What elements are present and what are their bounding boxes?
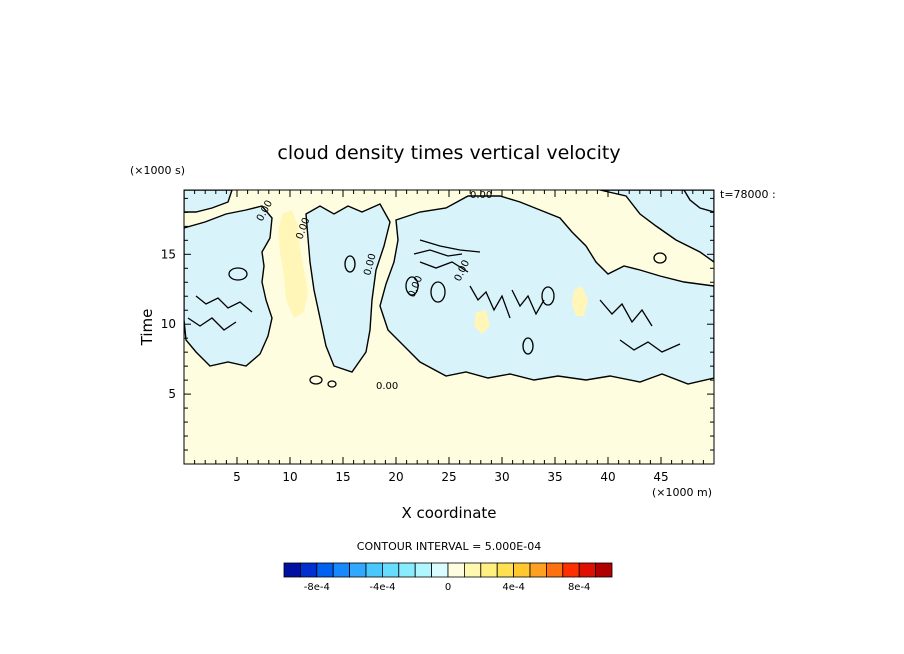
- x-tick-label: 15: [335, 470, 350, 484]
- contour-line: [619, 339, 681, 353]
- negative-region-right-top: [599, 190, 714, 263]
- x-tick-label: 25: [441, 470, 456, 484]
- y-axis-label: Time: [138, 309, 156, 347]
- y-scale-label: (×1000 s): [130, 164, 185, 177]
- negative-region-center: [379, 195, 714, 385]
- negative-regions: [184, 190, 714, 385]
- contour-line: [419, 239, 481, 253]
- x-scale-label: (×1000 m): [652, 486, 712, 499]
- contour-line: [419, 261, 469, 273]
- colorbar-tick-label: 0: [445, 582, 451, 593]
- contour-cell: [430, 281, 446, 303]
- colorbar-swatch: [480, 562, 498, 578]
- y-tick-label: 15: [161, 247, 176, 261]
- colorbar: [283, 562, 613, 578]
- negative-region-top-right: [683, 190, 714, 213]
- colorbar-swatch: [463, 562, 482, 578]
- contour-cell: [344, 255, 356, 273]
- contour-cell: [309, 375, 323, 385]
- colorbar-swatch: [595, 562, 613, 578]
- contour-label: 0.00: [470, 190, 492, 201]
- x-tick-label: 5: [233, 470, 241, 484]
- contour-cell: [541, 286, 555, 306]
- negative-region-top-left: [184, 190, 233, 213]
- contour-line: [599, 299, 653, 327]
- colorbar-swatch: [299, 562, 318, 578]
- positive-plume-x37: [572, 286, 588, 316]
- positive-plume-x28: [474, 310, 490, 334]
- contour-line: [195, 295, 253, 313]
- colorbar-swatch: [529, 562, 547, 578]
- contour-line: [413, 249, 463, 257]
- colorbar-swatch: [332, 562, 351, 578]
- x-tick-label: 35: [547, 470, 562, 484]
- colorbar-swatch: [562, 562, 580, 578]
- colorbar-swatch: [398, 562, 416, 578]
- x-axis-label: X coordinate: [401, 504, 496, 522]
- x-tick-label: 30: [494, 470, 509, 484]
- colorbar-swatch: [546, 562, 564, 578]
- chart-title: cloud density times vertical velocity: [277, 142, 620, 164]
- colorbar-swatch: [365, 562, 383, 578]
- y-tick-label: 10: [161, 317, 176, 331]
- x-axis-ticks: 5 10 15 20 25 30 35 40 45: [194, 190, 704, 484]
- colorbar-swatch: [414, 562, 433, 578]
- colorbar-tick-label: 4e-4: [502, 582, 525, 593]
- colorbar-ticks: -8e-4 -4e-4 0 4e-4 8e-4: [304, 582, 591, 593]
- colorbar-tick-label: -8e-4: [304, 582, 330, 593]
- colorbar-swatch: [513, 562, 531, 578]
- colorbar-swatch: [316, 562, 334, 578]
- y-tick-label: 5: [168, 387, 176, 401]
- colorbar-swatch: [496, 562, 515, 578]
- colorbar-swatch: [381, 562, 400, 578]
- contour-label: 0.00: [376, 381, 398, 392]
- colorbar-swatch: [447, 562, 465, 578]
- x-tick-label: 10: [282, 470, 297, 484]
- colorbar-tick-label: -4e-4: [369, 582, 395, 593]
- contour-line: [469, 285, 511, 319]
- colorbar-swatch: [578, 562, 597, 578]
- contour-cell: [653, 252, 667, 264]
- colorbar-swatch: [431, 562, 449, 578]
- x-tick-label: 45: [653, 470, 668, 484]
- contour-cell: [327, 380, 337, 388]
- contour-lines: [187, 239, 681, 388]
- time-annotation: t=78000 :: [720, 188, 776, 201]
- negative-region-left: [184, 205, 273, 367]
- colorbar-tick-label: 8e-4: [568, 582, 591, 593]
- plot-area: 0.00 0.00 0.00 0.00 0.00 0.00 0.00: [184, 190, 714, 464]
- contour-line: [187, 317, 237, 331]
- x-tick-label: 20: [388, 470, 403, 484]
- contour-cell: [228, 267, 248, 281]
- x-tick-label: 40: [600, 470, 615, 484]
- colorbar-swatch: [283, 562, 301, 578]
- negative-region-mid-left: [305, 203, 391, 373]
- contour-line: [511, 289, 545, 316]
- contour-interval-label: CONTOUR INTERVAL = 5.000E-04: [357, 540, 541, 553]
- contour-cell: [522, 337, 534, 355]
- y-axis-ticks: 5 10 15: [161, 197, 714, 451]
- colorbar-swatch: [349, 562, 367, 578]
- positive-plume-x10: [278, 210, 308, 318]
- positive-plumes: [278, 210, 588, 334]
- contour-cell: [405, 276, 419, 296]
